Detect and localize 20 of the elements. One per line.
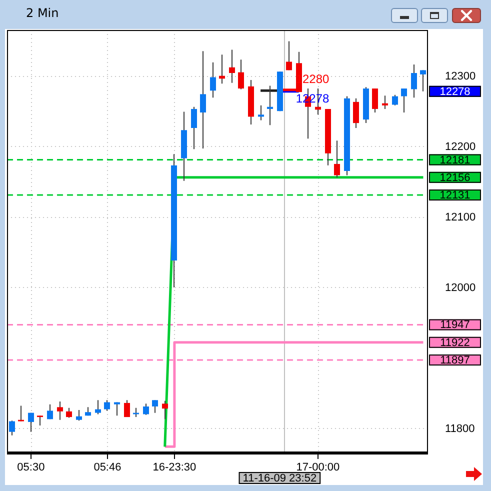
y-tick-label: 12300 — [445, 70, 476, 82]
candlestick — [18, 406, 24, 422]
x-tick-label: 05:30 — [17, 462, 45, 474]
x-tick-label: 11-16-09 23:52 — [242, 472, 317, 485]
data-label: 11922 — [440, 336, 470, 349]
y-tick-label: 12100 — [445, 211, 476, 224]
ref-line-label: 11947 — [440, 319, 470, 332]
data-label: 12156 — [440, 172, 470, 184]
ref-line-label: 12181 — [440, 154, 470, 166]
y-tick-label: 12000 — [445, 282, 476, 294]
y-tick-label: 12200 — [445, 140, 476, 153]
ref-line-label: 11897 — [440, 354, 470, 366]
x-tick-label: 16-23:30 — [152, 462, 196, 474]
x-tick-label: 05:46 — [94, 462, 122, 474]
chart-title: 2 Min — [26, 6, 59, 20]
y-tick-label: 11800 — [445, 422, 475, 435]
candlestick — [267, 86, 273, 126]
x-tick-label: 17-00:00 — [296, 462, 340, 474]
ref-line-label: 12131 — [440, 190, 470, 202]
text: 12278 — [440, 86, 470, 98]
